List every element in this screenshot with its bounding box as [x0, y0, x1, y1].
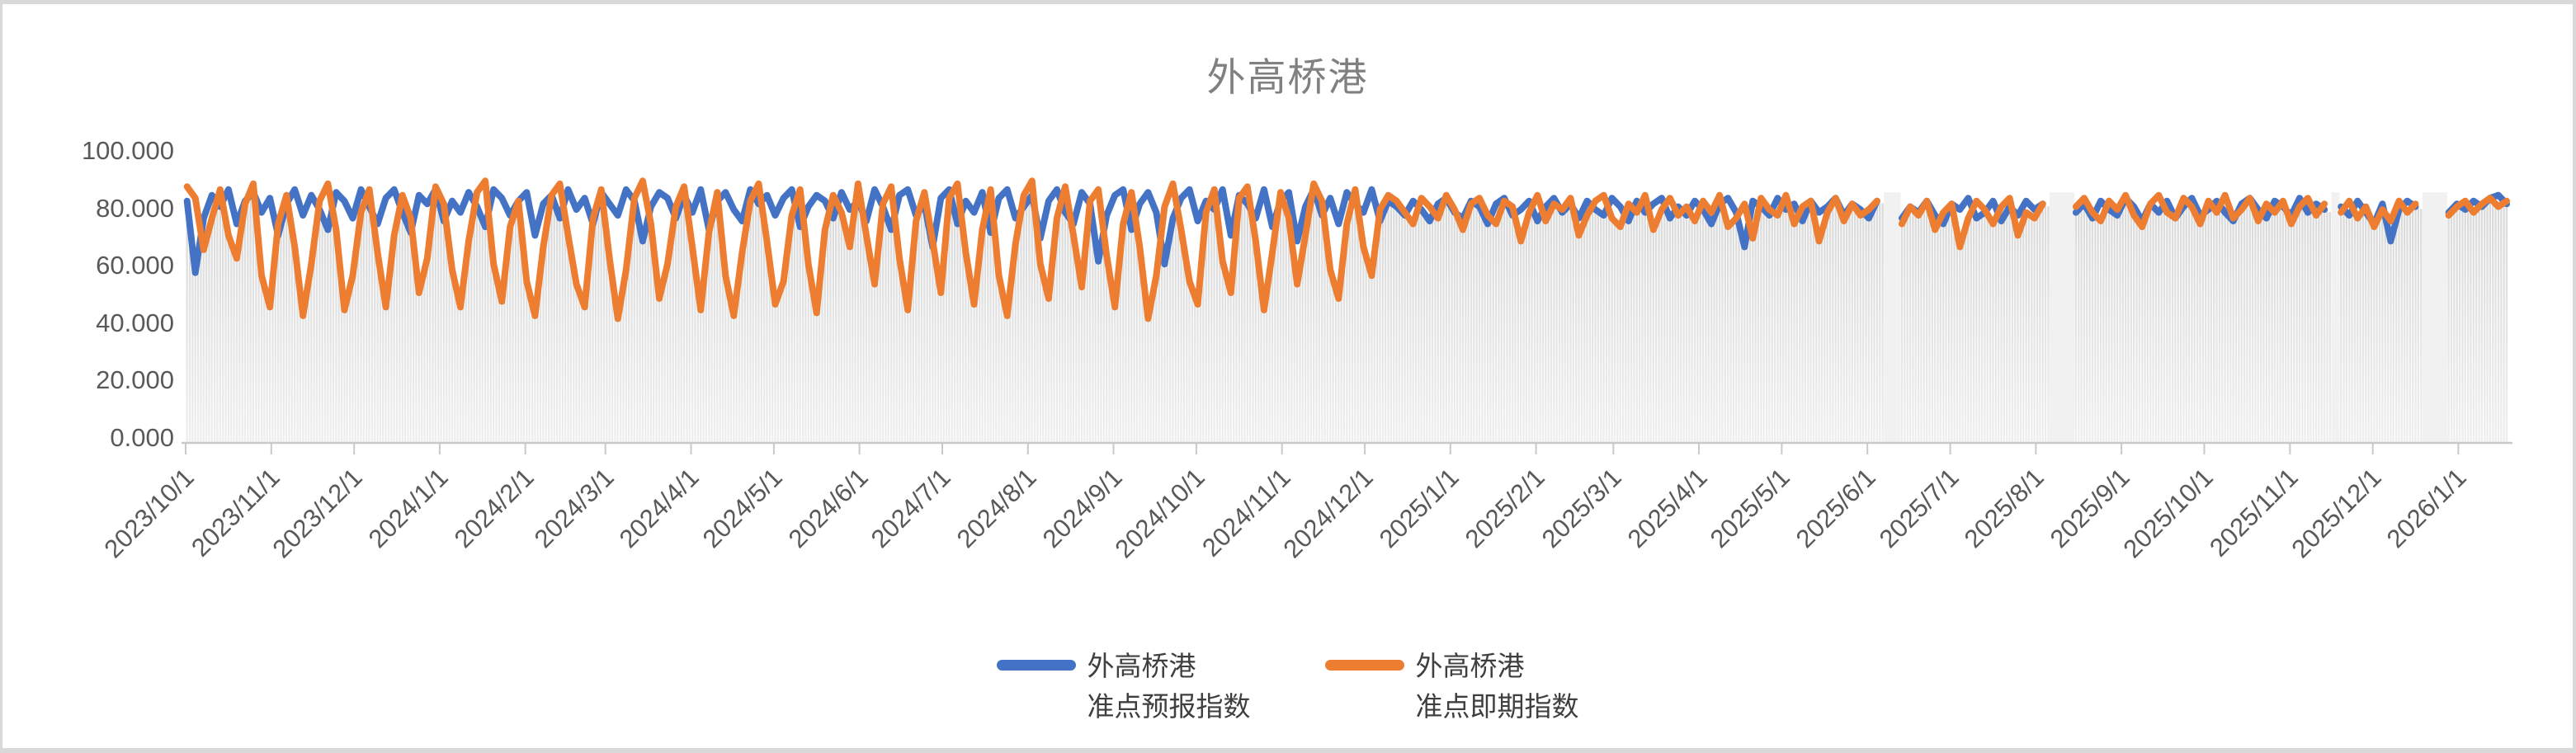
x-axis-ticks	[185, 443, 2460, 454]
chart-title: 外高桥港	[1206, 55, 1369, 99]
y-axis-label: 20.000	[96, 365, 174, 395]
legend-entry-spot: 外高桥港 准点即期指数	[1324, 646, 1579, 727]
legend-label-forecast-line1: 外高桥港	[1087, 651, 1196, 681]
y-axis-label: 80.000	[96, 193, 174, 223]
legend-label-forecast-line2: 准点预报指数	[1087, 691, 1251, 722]
legend-label-spot: 外高桥港 准点即期指数	[1416, 646, 1579, 727]
legend-swatch-spot-line	[1324, 660, 1404, 671]
chart-canvas	[182, 177, 2512, 454]
legend-label-spot-line2: 准点即期指数	[1415, 691, 1579, 722]
chart-card: 外高桥港 0.000 20.000 40.000 60.000 80.000 100.00…	[2, 4, 2573, 748]
legend-label-spot-line1: 外高桥港	[1415, 651, 1525, 681]
series-line-spot	[183, 177, 2510, 322]
background-bars	[186, 191, 2508, 443]
legend-swatch-forecast-line	[996, 660, 1076, 671]
y-axis-label: 100.000	[81, 136, 174, 165]
y-axis-label: 0.000	[110, 423, 174, 452]
legend-label-forecast: 外高桥港 准点预报指数	[1087, 646, 1251, 727]
data-gap-bands	[1884, 192, 2447, 442]
y-axis-label: 40.000	[96, 308, 174, 337]
legend: 外高桥港 准点预报指数 外高桥港 准点即期指数	[2, 646, 2573, 727]
y-axis-label: 60.000	[96, 251, 174, 280]
legend-entry-forecast: 外高桥港 准点预报指数	[996, 646, 1251, 727]
